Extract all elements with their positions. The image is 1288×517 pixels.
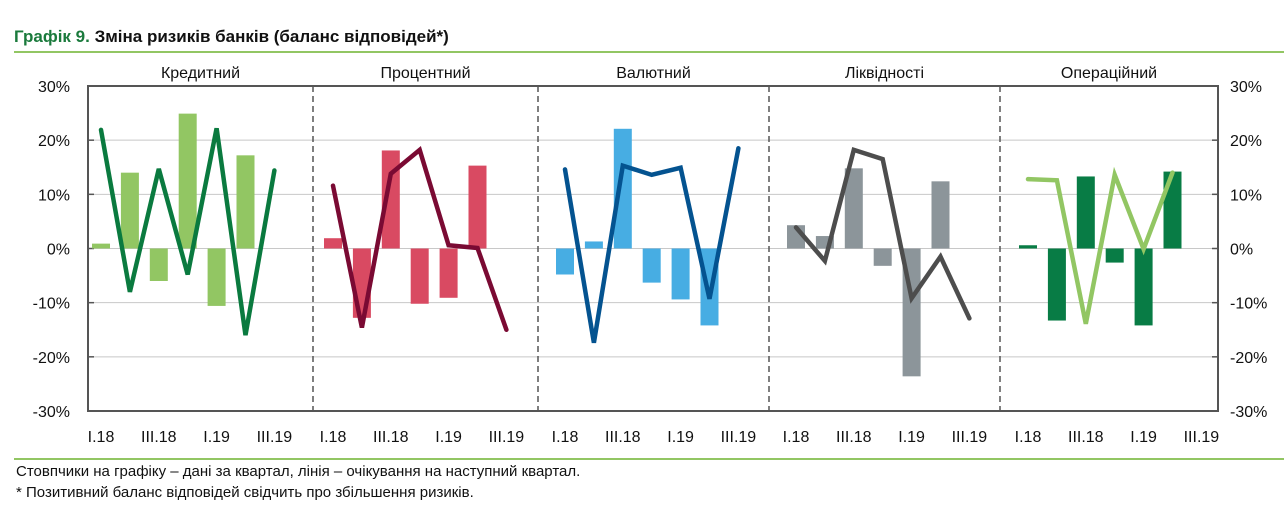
x-tick-label: I.19 <box>203 429 230 446</box>
expectation-line <box>562 146 741 344</box>
footnote-2: * Позитивний баланс відповідей свідчить … <box>16 484 474 501</box>
y-tick-label-left: -30% <box>33 404 70 421</box>
footnote-1: Стовпчики на графіку – дані за квартал, … <box>16 463 581 480</box>
bar <box>613 128 632 249</box>
y-tick-label-right: 20% <box>1230 133 1262 150</box>
y-tick-label-right: 0% <box>1230 242 1253 259</box>
bar <box>1134 248 1153 326</box>
y-tick-label-right: -10% <box>1230 296 1267 313</box>
bar <box>671 248 690 300</box>
y-tick-label-right: -20% <box>1230 350 1267 367</box>
bar <box>236 155 255 249</box>
x-tick-label: I.18 <box>552 429 579 446</box>
bar <box>873 248 892 266</box>
bar <box>584 241 603 249</box>
bar <box>556 248 574 275</box>
bar <box>381 150 400 249</box>
x-tick-label: I.18 <box>88 429 115 446</box>
expectation-line <box>1025 166 1175 325</box>
x-tick-label: III.18 <box>836 429 872 446</box>
bar <box>931 181 950 249</box>
bar <box>410 248 429 304</box>
y-tick-label-right: -30% <box>1230 404 1267 421</box>
y-tick-label-left: -20% <box>33 350 70 367</box>
top-divider <box>14 51 1284 53</box>
chart-title: Графік 9. Зміна ризиків банків (баланс в… <box>14 27 449 47</box>
panel-title: Процентний <box>380 65 470 82</box>
bar <box>642 248 661 283</box>
y-tick-label-left: 30% <box>38 79 70 96</box>
bar <box>468 165 487 249</box>
panel-title: Кредитний <box>161 65 240 82</box>
x-tick-label: III.18 <box>373 429 409 446</box>
bar <box>1076 176 1095 249</box>
x-tick-label: III.19 <box>489 429 525 446</box>
panel-title: Ліквідності <box>845 65 924 82</box>
plot-frame <box>87 85 1219 412</box>
x-tick-label: III.19 <box>721 429 757 446</box>
x-tick-label: III.19 <box>952 429 988 446</box>
expectation-line <box>793 147 972 321</box>
x-tick-label: I.19 <box>435 429 462 446</box>
x-tick-label: I.18 <box>1015 429 1042 446</box>
bar <box>439 248 458 298</box>
bar <box>207 248 226 306</box>
x-tick-label: III.18 <box>141 429 177 446</box>
bar <box>844 168 863 249</box>
bar <box>92 243 110 249</box>
bar <box>1019 245 1037 249</box>
y-tick-label-left: -10% <box>33 296 70 313</box>
chart-number: Графік 9. <box>14 27 90 46</box>
y-tick-label-right: 10% <box>1230 187 1262 204</box>
y-tick-label-left: 10% <box>38 187 70 204</box>
bar <box>1047 248 1066 321</box>
x-tick-label: III.18 <box>605 429 641 446</box>
chart-title-text: Зміна ризиків банків (баланс відповідей*… <box>94 27 449 46</box>
x-tick-label: I.19 <box>667 429 694 446</box>
expectation-line <box>98 127 277 336</box>
x-tick-label: I.19 <box>898 429 925 446</box>
bar <box>149 248 168 281</box>
y-tick-label-left: 0% <box>47 242 70 259</box>
x-tick-label: III.18 <box>1068 429 1104 446</box>
panel-title: Валютний <box>616 65 691 82</box>
y-tick-label-right: 30% <box>1230 79 1262 96</box>
bar <box>324 238 342 249</box>
bar <box>1105 248 1124 263</box>
x-tick-label: I.18 <box>783 429 810 446</box>
x-tick-label: I.19 <box>1130 429 1157 446</box>
bottom-divider <box>14 458 1284 460</box>
expectation-line <box>330 146 509 332</box>
x-tick-label: III.19 <box>257 429 293 446</box>
bar <box>120 172 139 249</box>
bar <box>178 113 197 249</box>
x-tick-label: I.18 <box>320 429 347 446</box>
panel-title: Операційний <box>1061 65 1157 82</box>
x-tick-label: III.19 <box>1184 429 1220 446</box>
y-tick-label-left: 20% <box>38 133 70 150</box>
